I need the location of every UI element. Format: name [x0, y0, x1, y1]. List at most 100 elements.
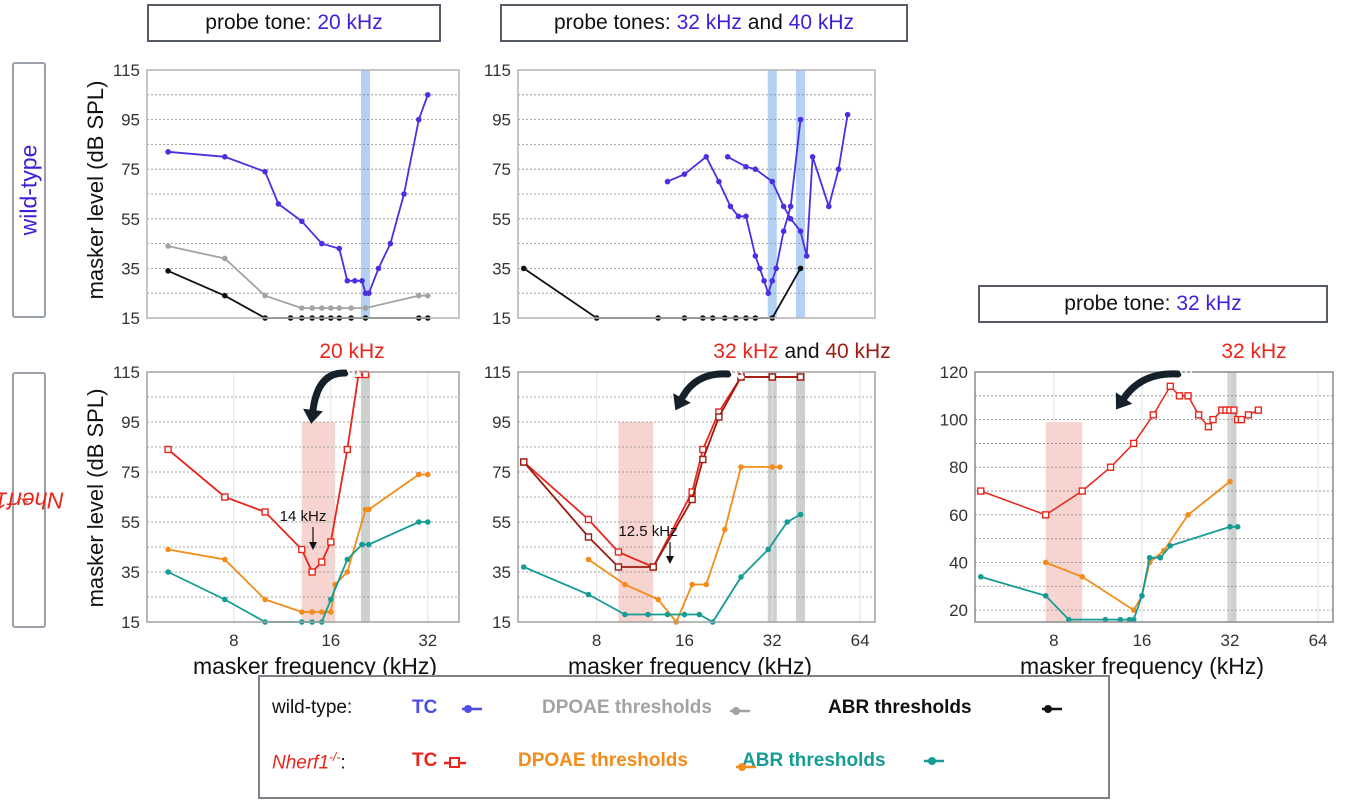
series-line [587, 466, 780, 624]
header-freq: 20 kHz [317, 11, 383, 34]
plot-mut-32k: 20 40 60 80 100 120 8 16 32 64 [940, 363, 1334, 650]
data-point [787, 216, 794, 222]
data-point [1204, 423, 1213, 431]
data-point [415, 116, 422, 123]
x-tick-label: 8 [229, 631, 238, 650]
data-point [622, 611, 628, 618]
data-point [784, 519, 790, 525]
data-point [844, 111, 851, 118]
data-point [261, 508, 269, 516]
x-tick-label: 64 [851, 631, 870, 650]
data-point [765, 290, 772, 297]
data-point [359, 278, 365, 284]
data-point [743, 163, 749, 170]
data-point [375, 265, 382, 272]
data-point [1227, 478, 1233, 485]
x-tick-label: 16 [1132, 631, 1151, 650]
legend-marker-wt-abr [1042, 705, 1062, 713]
data-point [1041, 511, 1050, 519]
probe-band [796, 372, 806, 622]
x-tick-label: 16 [675, 631, 694, 650]
data-point [262, 292, 268, 299]
header-prefix: probe tone: [1064, 292, 1177, 315]
header-probe-32-40k: probe tones: 32 kHz and 40 kHz [500, 4, 908, 42]
y-tick-label: 40 [949, 553, 968, 572]
data-point [1066, 616, 1072, 623]
data-point [344, 569, 351, 575]
data-point [765, 546, 772, 553]
data-point [1184, 392, 1192, 400]
data-point [309, 609, 315, 615]
data-point [1042, 593, 1049, 599]
y-tick-label: 35 [492, 259, 511, 278]
data-point [735, 213, 742, 220]
data-point [715, 413, 723, 421]
legend: wild-type: TC DPOAE thresholds ABR thres… [258, 675, 1110, 799]
series-line [167, 245, 428, 310]
y-tick-label: 95 [492, 413, 511, 432]
data-point [1230, 406, 1238, 414]
data-point [424, 519, 431, 525]
y-tick-label: 20 [949, 601, 968, 620]
x-tick-label: 64 [1309, 631, 1328, 650]
y-tick-label: 75 [121, 160, 140, 179]
data-point [336, 305, 343, 311]
legend-mut-label: Nherf1-/-: [272, 750, 346, 774]
data-point [1167, 543, 1174, 549]
y-tick-label: 15 [121, 309, 140, 328]
data-point [655, 596, 661, 603]
legend-marker-mut-tc [444, 757, 466, 768]
data-point [366, 290, 372, 297]
x-tick-label: 32 [763, 631, 782, 650]
data-point [743, 213, 749, 220]
legend-marker-mut-abr [924, 757, 944, 765]
data-point [1237, 415, 1246, 424]
data-point [424, 292, 431, 299]
data-point [688, 495, 696, 504]
data-point [809, 154, 816, 160]
data-point [977, 487, 985, 495]
series-abr-thresholds [520, 511, 804, 625]
y-tick-label: 15 [121, 613, 140, 632]
data-point [585, 591, 592, 598]
data-point [165, 546, 171, 553]
data-point [614, 563, 623, 571]
data-point [318, 609, 325, 615]
data-point [222, 292, 228, 299]
data-point [362, 305, 369, 311]
arrow-p4 [303, 368, 362, 424]
data-point [780, 203, 787, 210]
data-point [1254, 406, 1263, 414]
arrow-p5 [673, 369, 745, 411]
y-tick-label: 115 [113, 363, 140, 382]
data-point [797, 265, 804, 272]
y-tick-label: 35 [121, 563, 140, 582]
data-point [584, 515, 593, 524]
y-tick-label: 55 [492, 210, 511, 229]
y-tick-label: 55 [492, 513, 511, 532]
data-point [622, 581, 628, 588]
data-point [727, 203, 734, 210]
series-dpoae-thresholds [165, 243, 431, 311]
plot-frame [974, 371, 1334, 623]
x-tick-label: 8 [592, 631, 601, 650]
data-point [328, 596, 334, 603]
legend-wt-label: wild-type: [272, 697, 353, 718]
data-point [262, 596, 268, 603]
data-point [1234, 523, 1241, 530]
x-axis-label-p6: masker frequency (kHz) [1019, 653, 1265, 679]
series-abr-thresholds [165, 519, 431, 625]
data-point [769, 178, 776, 185]
data-point [797, 511, 804, 518]
data-point [1244, 411, 1253, 419]
annotation-p6-freq: 32 kHz [1221, 340, 1287, 363]
series-line [167, 521, 428, 623]
data-point [275, 201, 282, 207]
header-probe-32k: probe tone: 32 kHz [978, 285, 1328, 323]
data-point [1130, 439, 1138, 448]
data-point [752, 253, 759, 259]
data-point [1139, 593, 1145, 599]
x-tick-label: 8 [1049, 631, 1058, 650]
data-point [222, 556, 228, 563]
